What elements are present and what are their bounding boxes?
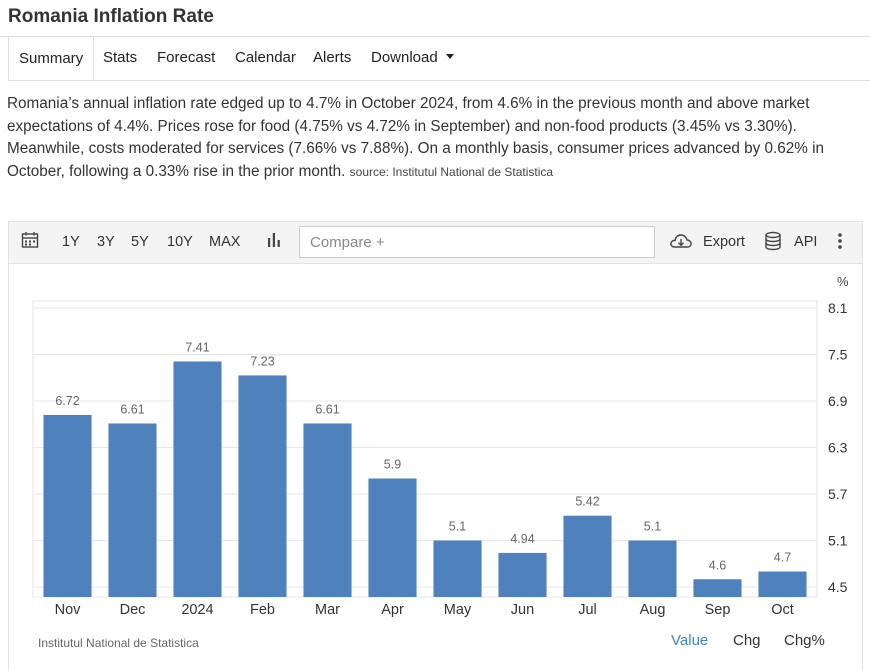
bar bbox=[368, 478, 417, 597]
tab-alerts[interactable]: Alerts bbox=[313, 49, 352, 66]
x-tick-label: May bbox=[444, 602, 472, 618]
x-tick-label: 2024 bbox=[181, 602, 213, 618]
more-vertical-icon[interactable] bbox=[837, 222, 843, 263]
range-3y[interactable]: 3Y bbox=[97, 234, 115, 250]
calendar-icon[interactable] bbox=[21, 222, 39, 263]
y-tick-label: 4.5 bbox=[828, 579, 848, 595]
chart-toolbar: 1Y 3Y 5Y 10Y MAX Export bbox=[9, 222, 862, 264]
cloud-download-icon bbox=[670, 234, 692, 248]
bar-value-label: 6.72 bbox=[55, 394, 79, 408]
title-bar: Romania Inflation Rate bbox=[0, 0, 870, 37]
x-tick-label: Sep bbox=[705, 602, 731, 618]
bar bbox=[758, 571, 807, 597]
x-tick-label: Mar bbox=[315, 602, 340, 618]
summary-paragraph: Romania’s annual inflation rate edged up… bbox=[7, 93, 865, 183]
summary-text: Romania’s annual inflation rate edged up… bbox=[7, 95, 825, 180]
bar bbox=[433, 540, 482, 597]
page-title: Romania Inflation Rate bbox=[8, 6, 214, 27]
bar-value-label: 6.61 bbox=[120, 402, 144, 416]
y-tick-label: 5.7 bbox=[828, 486, 848, 502]
y-tick-label: 6.3 bbox=[828, 440, 848, 456]
plot-area bbox=[32, 300, 818, 598]
bar-value-label: 5.1 bbox=[644, 520, 661, 534]
compare-input[interactable] bbox=[299, 226, 655, 258]
bar-value-label: 5.9 bbox=[384, 458, 401, 472]
database-icon bbox=[765, 231, 781, 251]
tab-download[interactable]: Download bbox=[371, 36, 454, 80]
bar-chart-icon[interactable] bbox=[266, 222, 282, 263]
range-1y[interactable]: 1Y bbox=[62, 234, 80, 250]
mode-chg[interactable]: Chg bbox=[733, 632, 761, 649]
bar bbox=[238, 375, 287, 597]
x-tick-label: Oct bbox=[771, 602, 794, 618]
y-tick-label: 5.1 bbox=[828, 533, 848, 549]
y-tick-label: 6.9 bbox=[828, 393, 848, 409]
x-tick-label: Apr bbox=[381, 602, 404, 618]
bar bbox=[108, 423, 157, 597]
mode-chg-percent[interactable]: Chg% bbox=[784, 632, 825, 649]
range-5y[interactable]: 5Y bbox=[131, 234, 149, 250]
x-tick-label: Jun bbox=[511, 602, 534, 618]
bar bbox=[563, 515, 612, 597]
tab-calendar[interactable]: Calendar bbox=[235, 49, 296, 66]
x-tick-label: Dec bbox=[120, 602, 146, 618]
range-max[interactable]: MAX bbox=[209, 234, 241, 250]
chart-source: Institutul National de Statistica bbox=[38, 636, 199, 650]
tab-stats[interactable]: Stats bbox=[103, 49, 138, 66]
bar bbox=[628, 540, 677, 597]
mode-value[interactable]: Value bbox=[671, 632, 709, 649]
bar-value-label: 4.7 bbox=[774, 551, 791, 565]
bar-value-label: 6.61 bbox=[315, 402, 339, 416]
bar-value-label: 5.1 bbox=[449, 520, 466, 534]
y-tick-label: 8.1 bbox=[828, 300, 848, 316]
summary-source: source: Institutul National de Statistic… bbox=[349, 164, 554, 179]
bar-value-label: 7.23 bbox=[250, 354, 274, 368]
y-tick-label: 7.5 bbox=[828, 347, 848, 363]
bar bbox=[303, 423, 352, 597]
api-button[interactable]: API bbox=[764, 222, 817, 263]
bar-value-label: 5.42 bbox=[575, 495, 599, 509]
caret-down-icon bbox=[445, 54, 454, 59]
bar bbox=[693, 579, 742, 597]
tab-bar: Summary Stats Forecast Calendar Alerts D… bbox=[8, 36, 870, 81]
x-tick-label: Feb bbox=[250, 602, 275, 618]
bar bbox=[43, 414, 92, 597]
bar bbox=[173, 361, 222, 597]
bar-value-label: 4.94 bbox=[510, 532, 534, 546]
bar-value-label: 4.6 bbox=[709, 558, 726, 572]
bar-chart: 8.1 7.5 6.9 6.3 5.7 5.1 4.5% 6.72 Nov 6.61 Dec 7.41… bbox=[32, 274, 849, 618]
chart-panel: 1Y 3Y 5Y 10Y MAX Export bbox=[8, 221, 863, 671]
x-tick-label: Nov bbox=[55, 602, 82, 618]
export-label: Export bbox=[703, 234, 745, 250]
y-unit-label: % bbox=[837, 274, 849, 289]
tab-forecast[interactable]: Forecast bbox=[157, 49, 216, 66]
tab-summary[interactable]: Summary bbox=[8, 36, 95, 80]
bar-value-label: 7.41 bbox=[185, 340, 209, 354]
export-button[interactable]: Export bbox=[669, 222, 745, 263]
range-10y[interactable]: 10Y bbox=[167, 234, 193, 250]
bar bbox=[498, 552, 547, 597]
api-label: API bbox=[794, 234, 818, 250]
x-tick-label: Aug bbox=[640, 602, 666, 618]
x-tick-label: Jul bbox=[578, 602, 597, 618]
tab-download-label: Download bbox=[371, 49, 438, 66]
